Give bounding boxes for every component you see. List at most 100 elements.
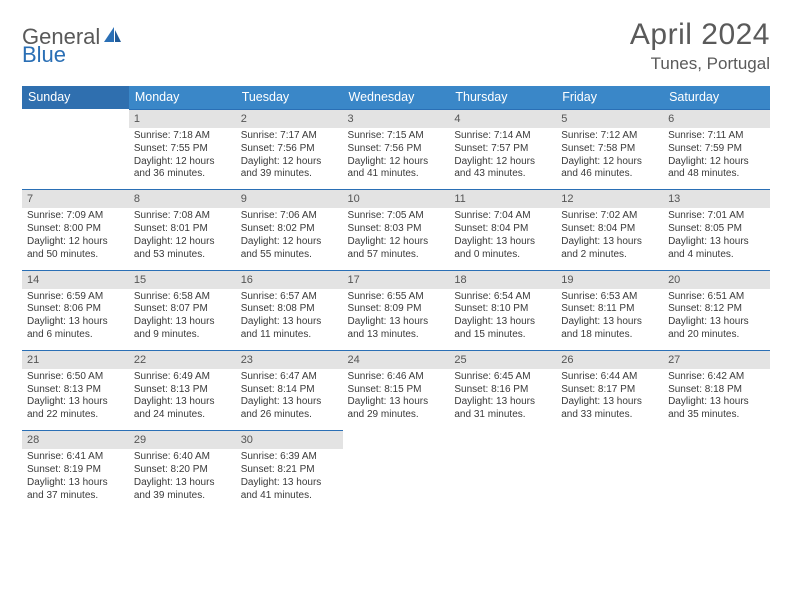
daylight-text: Daylight: 12 hours and 55 minutes. — [241, 236, 338, 262]
day-number: 5 — [556, 109, 663, 128]
sunrise-text: Sunrise: 7:01 AM — [668, 210, 765, 223]
day-body: Sunrise: 7:08 AMSunset: 8:01 PMDaylight:… — [129, 208, 236, 269]
page-header: General April 2024 Tunes, Portugal — [22, 18, 770, 74]
day-body: Sunrise: 7:17 AMSunset: 7:56 PMDaylight:… — [236, 128, 343, 189]
day-number: 9 — [236, 189, 343, 208]
sunrise-text: Sunrise: 6:53 AM — [561, 291, 658, 304]
day-body: Sunrise: 6:55 AMSunset: 8:09 PMDaylight:… — [343, 289, 450, 350]
calendar-day-cell: 24Sunrise: 6:46 AMSunset: 8:15 PMDayligh… — [343, 350, 450, 430]
sunset-text: Sunset: 8:15 PM — [348, 384, 445, 397]
sunset-text: Sunset: 7:59 PM — [668, 143, 765, 156]
calendar-day-cell: 15Sunrise: 6:58 AMSunset: 8:07 PMDayligh… — [129, 270, 236, 350]
sunset-text: Sunset: 7:58 PM — [561, 143, 658, 156]
day-number: 17 — [343, 270, 450, 289]
sunrise-text: Sunrise: 7:14 AM — [454, 130, 551, 143]
calendar-day-cell: 5 Sunrise: 7:12 AMSunset: 7:58 PMDaylight… — [556, 109, 663, 189]
calendar-day-cell: 19Sunrise: 6:53 AMSunset: 8:11 PMDayligh… — [556, 270, 663, 350]
sunset-text: Sunset: 8:02 PM — [241, 223, 338, 236]
daylight-text: Daylight: 13 hours and 35 minutes. — [668, 396, 765, 422]
calendar-day-cell: 13Sunrise: 7:01 AMSunset: 8:05 PMDayligh… — [663, 189, 770, 269]
day-body: Sunrise: 6:40 AMSunset: 8:20 PMDaylight:… — [129, 449, 236, 510]
day-number: 29 — [129, 430, 236, 449]
daylight-text: Daylight: 13 hours and 26 minutes. — [241, 396, 338, 422]
day-number: 25 — [449, 350, 556, 369]
day-body-empty — [449, 430, 556, 488]
sunset-text: Sunset: 8:07 PM — [134, 303, 231, 316]
sunrise-text: Sunrise: 7:04 AM — [454, 210, 551, 223]
weekday-header: Monday — [129, 86, 236, 109]
daylight-text: Daylight: 13 hours and 9 minutes. — [134, 316, 231, 342]
daylight-text: Daylight: 13 hours and 22 minutes. — [27, 396, 124, 422]
day-number: 6 — [663, 109, 770, 128]
sunset-text: Sunset: 8:09 PM — [348, 303, 445, 316]
day-number: 3 — [343, 109, 450, 128]
day-body: Sunrise: 7:05 AMSunset: 8:03 PMDaylight:… — [343, 208, 450, 269]
calendar-week-row: 28Sunrise: 6:41 AMSunset: 8:19 PMDayligh… — [22, 430, 770, 510]
calendar-week-row: 21Sunrise: 6:50 AMSunset: 8:13 PMDayligh… — [22, 350, 770, 430]
sunrise-text: Sunrise: 6:49 AM — [134, 371, 231, 384]
sunset-text: Sunset: 8:21 PM — [241, 464, 338, 477]
calendar-day-cell: 26Sunrise: 6:44 AMSunset: 8:17 PMDayligh… — [556, 350, 663, 430]
day-body: Sunrise: 6:58 AMSunset: 8:07 PMDaylight:… — [129, 289, 236, 350]
day-number: 23 — [236, 350, 343, 369]
sunrise-text: Sunrise: 6:39 AM — [241, 451, 338, 464]
day-number: 14 — [22, 270, 129, 289]
sunset-text: Sunset: 8:13 PM — [134, 384, 231, 397]
daylight-text: Daylight: 12 hours and 50 minutes. — [27, 236, 124, 262]
daylight-text: Daylight: 13 hours and 15 minutes. — [454, 316, 551, 342]
daylight-text: Daylight: 13 hours and 33 minutes. — [561, 396, 658, 422]
day-body: Sunrise: 7:02 AMSunset: 8:04 PMDaylight:… — [556, 208, 663, 269]
sunrise-text: Sunrise: 7:12 AM — [561, 130, 658, 143]
day-body: Sunrise: 7:18 AMSunset: 7:55 PMDaylight:… — [129, 128, 236, 189]
sunset-text: Sunset: 8:05 PM — [668, 223, 765, 236]
calendar-day-cell: 20Sunrise: 6:51 AMSunset: 8:12 PMDayligh… — [663, 270, 770, 350]
sunset-text: Sunset: 8:06 PM — [27, 303, 124, 316]
daylight-text: Daylight: 13 hours and 2 minutes. — [561, 236, 658, 262]
day-number: 10 — [343, 189, 450, 208]
calendar-day-cell: 16Sunrise: 6:57 AMSunset: 8:08 PMDayligh… — [236, 270, 343, 350]
day-body-empty — [556, 430, 663, 488]
brand-sail-icon — [103, 26, 123, 49]
day-body: Sunrise: 6:57 AMSunset: 8:08 PMDaylight:… — [236, 289, 343, 350]
sunset-text: Sunset: 8:10 PM — [454, 303, 551, 316]
day-number: 30 — [236, 430, 343, 449]
calendar-day-cell: 6Sunrise: 7:11 AMSunset: 7:59 PMDaylight… — [663, 109, 770, 189]
daylight-text: Daylight: 12 hours and 46 minutes. — [561, 156, 658, 182]
daylight-text: Daylight: 13 hours and 6 minutes. — [27, 316, 124, 342]
day-number: 18 — [449, 270, 556, 289]
sunrise-text: Sunrise: 6:57 AM — [241, 291, 338, 304]
sunset-text: Sunset: 8:14 PM — [241, 384, 338, 397]
day-number: 19 — [556, 270, 663, 289]
brand-blue: Blue — [22, 42, 66, 68]
day-body: Sunrise: 7:09 AMSunset: 8:00 PMDaylight:… — [22, 208, 129, 269]
day-body: Sunrise: 6:46 AMSunset: 8:15 PMDaylight:… — [343, 369, 450, 430]
calendar-day-cell: 11Sunrise: 7:04 AMSunset: 8:04 PMDayligh… — [449, 189, 556, 269]
day-number: 11 — [449, 189, 556, 208]
sunset-text: Sunset: 8:04 PM — [454, 223, 551, 236]
daylight-text: Daylight: 13 hours and 29 minutes. — [348, 396, 445, 422]
sunset-text: Sunset: 8:12 PM — [668, 303, 765, 316]
day-body: Sunrise: 6:41 AMSunset: 8:19 PMDaylight:… — [22, 449, 129, 510]
daylight-text: Daylight: 13 hours and 39 minutes. — [134, 477, 231, 503]
sunrise-text: Sunrise: 7:11 AM — [668, 130, 765, 143]
sunrise-text: Sunrise: 6:40 AM — [134, 451, 231, 464]
sunset-text: Sunset: 7:55 PM — [134, 143, 231, 156]
daylight-text: Daylight: 13 hours and 13 minutes. — [348, 316, 445, 342]
sunset-text: Sunset: 8:17 PM — [561, 384, 658, 397]
day-body: Sunrise: 7:01 AMSunset: 8:05 PMDaylight:… — [663, 208, 770, 269]
calendar-week-row: 14Sunrise: 6:59 AMSunset: 8:06 PMDayligh… — [22, 270, 770, 350]
calendar-day-cell: 22Sunrise: 6:49 AMSunset: 8:13 PMDayligh… — [129, 350, 236, 430]
day-number: 16 — [236, 270, 343, 289]
sunrise-text: Sunrise: 6:46 AM — [348, 371, 445, 384]
sunset-text: Sunset: 8:16 PM — [454, 384, 551, 397]
daylight-text: Daylight: 13 hours and 20 minutes. — [668, 316, 765, 342]
calendar-day-cell — [449, 430, 556, 510]
calendar-day-cell: 18Sunrise: 6:54 AMSunset: 8:10 PMDayligh… — [449, 270, 556, 350]
sunset-text: Sunset: 7:56 PM — [348, 143, 445, 156]
sunset-text: Sunset: 8:00 PM — [27, 223, 124, 236]
sunrise-text: Sunrise: 6:51 AM — [668, 291, 765, 304]
weekday-header-row: Sunday Monday Tuesday Wednesday Thursday… — [22, 86, 770, 109]
sunset-text: Sunset: 8:08 PM — [241, 303, 338, 316]
daylight-text: Daylight: 12 hours and 39 minutes. — [241, 156, 338, 182]
sunset-text: Sunset: 8:03 PM — [348, 223, 445, 236]
